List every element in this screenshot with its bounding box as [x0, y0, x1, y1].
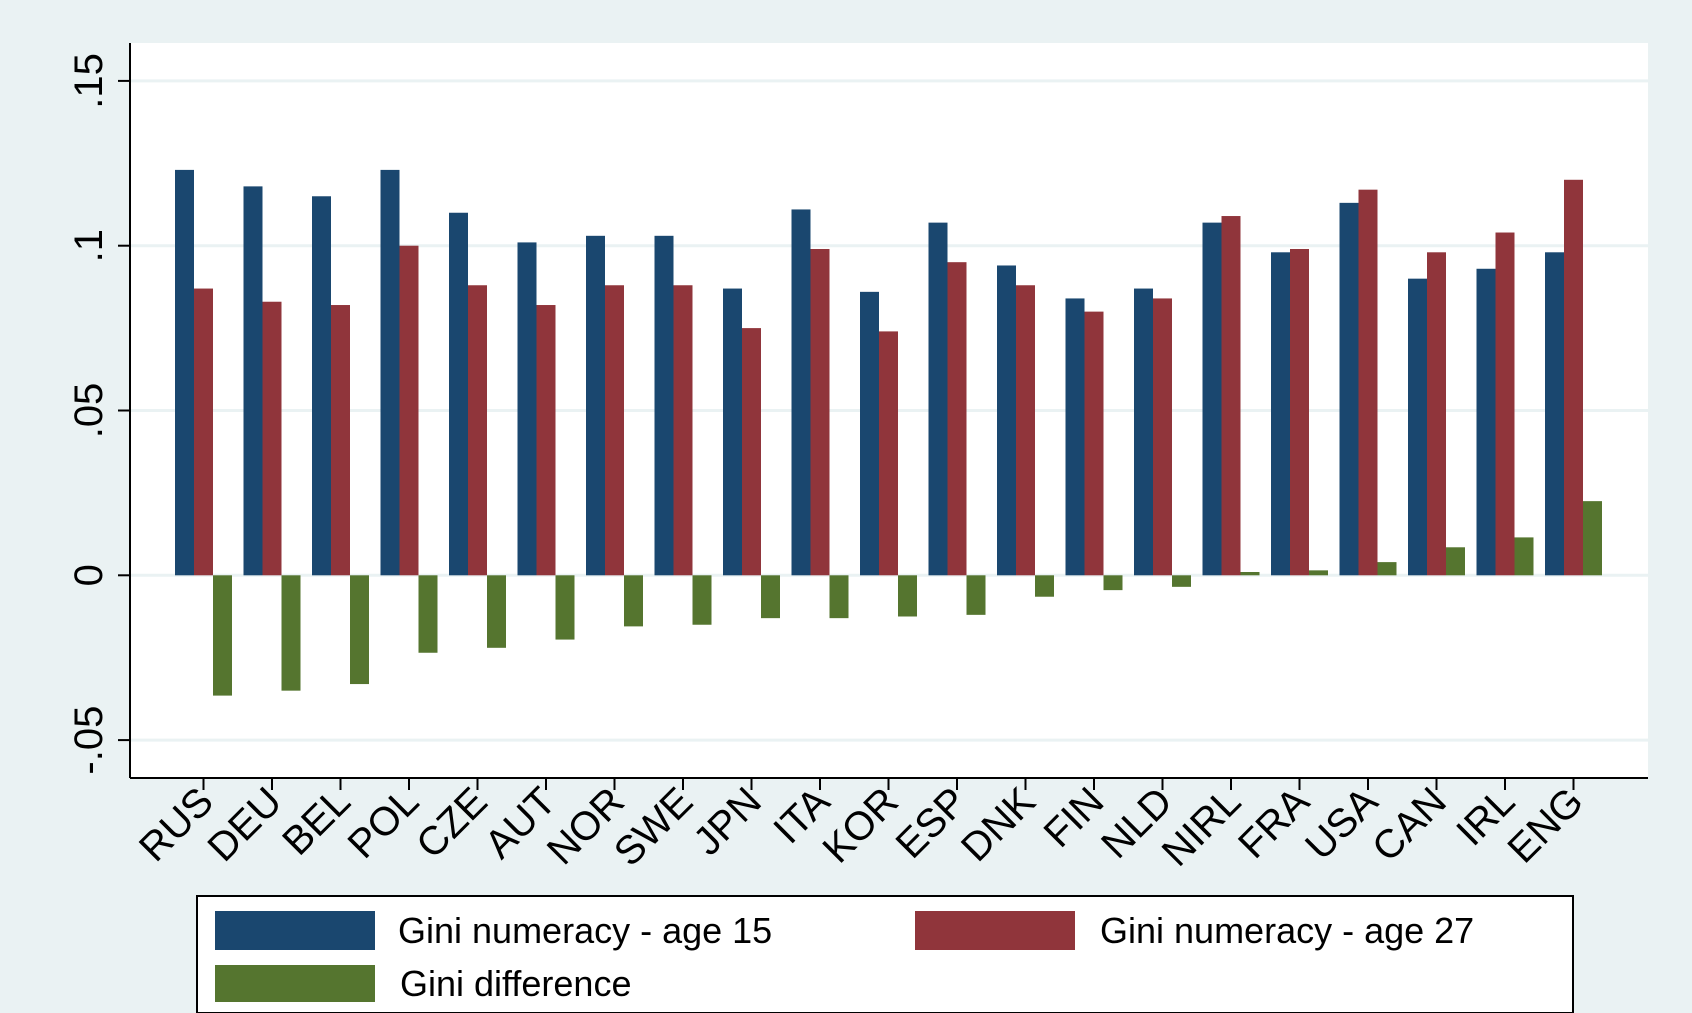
x-axis-labels: RUSDEUBELPOLCZEAUTNORSWEJPNITAKORESPDNKF… — [131, 778, 1592, 875]
bar-age15-irl — [1476, 268, 1496, 576]
bar-difference-can — [1446, 547, 1465, 576]
bar-difference-cze — [487, 575, 506, 648]
x-tick-label-kor: KOR — [814, 779, 906, 871]
bar-age27-nor — [605, 285, 624, 576]
bar-age15-kor — [860, 291, 879, 576]
x-tick-label-jpn: JPN — [685, 779, 770, 864]
bar-age27-rus — [194, 288, 213, 576]
bar-age27-jpn — [742, 328, 761, 576]
bar-age27-ita — [810, 248, 830, 576]
x-tick-label-deu: DEU — [200, 779, 291, 870]
bar-age27-irl — [1495, 232, 1515, 576]
bar-difference-nld — [1172, 575, 1191, 587]
bar-difference-aut — [555, 575, 575, 640]
bar-age15-swe — [654, 235, 674, 576]
bar-age27-swe — [673, 285, 693, 576]
bar-age27-cze — [468, 285, 487, 576]
bar-age15-bel — [312, 196, 331, 576]
bar-difference-ita — [829, 575, 849, 619]
bar-difference-bel — [350, 575, 369, 685]
bar-difference-swe — [692, 575, 712, 625]
bar-difference-deu — [281, 575, 301, 691]
legend-swatch-age15 — [215, 911, 375, 950]
x-tick-label-nor: NOR — [539, 779, 633, 873]
bar-difference-fra — [1309, 570, 1328, 576]
bar-age15-cze — [449, 212, 468, 576]
legend-label-age27: Gini numeracy - age 27 — [1100, 910, 1474, 951]
legend-label-difference: Gini difference — [400, 963, 631, 1004]
bar-age15-dnk — [997, 265, 1016, 576]
bar-age15-nirl — [1202, 222, 1222, 576]
bar-age27-nirl — [1221, 216, 1241, 576]
bar-difference-dnk — [1035, 575, 1054, 597]
bar-age27-aut — [536, 305, 556, 576]
legend-swatch-difference — [215, 965, 375, 1002]
bar-age15-can — [1408, 278, 1427, 576]
legend: Gini numeracy - age 15 Gini numeracy - a… — [196, 895, 1574, 1013]
y-tick-label: -.05 — [67, 706, 111, 775]
y-tick-label: .15 — [67, 53, 111, 109]
bar-difference-jpn — [761, 575, 780, 619]
bar-difference-kor — [898, 575, 917, 617]
legend-box — [196, 895, 1574, 1013]
x-tick-label-eng: ENG — [1499, 779, 1591, 871]
y-axis-ticks: -.05 0 .05 .1 .15 — [67, 53, 130, 775]
bar-age15-usa — [1339, 202, 1359, 576]
bar-age27-kor — [879, 331, 898, 576]
bar-age15-deu — [243, 186, 263, 576]
bar-age27-esp — [947, 262, 967, 576]
bar-age15-fin — [1065, 298, 1085, 576]
bar-difference-pol — [418, 575, 438, 653]
y-tick-label: .05 — [67, 383, 111, 439]
bar-difference-nirl — [1240, 572, 1260, 576]
x-tick-label-usa: USA — [1297, 779, 1386, 868]
bar-age27-can — [1427, 252, 1446, 576]
bar-age15-nor — [586, 235, 605, 576]
x-tick-label-fra: FRA — [1230, 779, 1318, 867]
bar-age15-rus — [175, 169, 194, 576]
bar-age15-aut — [517, 242, 537, 576]
bar-age27-deu — [262, 301, 282, 576]
bar-difference-esp — [966, 575, 986, 615]
y-tick-label: .1 — [67, 229, 111, 262]
x-tick-label-bel: BEL — [274, 779, 359, 864]
x-tick-label-cze: CZE — [408, 779, 496, 867]
bar-age15-pol — [380, 169, 400, 576]
x-tick-label-pol: POL — [340, 779, 428, 867]
bar-age15-jpn — [723, 288, 742, 576]
bar-age15-ita — [791, 209, 811, 576]
bar-difference-irl — [1514, 537, 1534, 576]
bar-age15-fra — [1271, 252, 1290, 576]
x-tick-label-esp: ESP — [888, 779, 976, 867]
bars — [175, 169, 1602, 696]
bar-age27-eng — [1564, 179, 1583, 576]
bar-difference-nor — [624, 575, 643, 627]
legend-label-age15: Gini numeracy - age 15 — [398, 910, 772, 951]
bar-age15-nld — [1134, 288, 1153, 576]
bar-age27-fin — [1084, 311, 1104, 576]
bar-age27-pol — [399, 245, 419, 576]
bar-age27-fra — [1290, 248, 1309, 576]
x-tick-label-swe: SWE — [606, 779, 702, 875]
bar-age15-eng — [1545, 252, 1564, 576]
bar-difference-eng — [1583, 501, 1602, 576]
y-tick-label: 0 — [67, 564, 111, 586]
x-tick-label-rus: RUS — [131, 779, 222, 870]
bar-age15-esp — [928, 222, 948, 576]
legend-swatch-age27 — [915, 911, 1075, 950]
bar-difference-usa — [1377, 562, 1397, 576]
bar-difference-rus — [213, 575, 232, 696]
x-tick-label-nirl: NIRL — [1154, 779, 1250, 875]
x-tick-label-can: CAN — [1364, 779, 1455, 870]
bar-age27-nld — [1153, 298, 1172, 576]
bar-age27-bel — [331, 305, 350, 576]
bar-age27-dnk — [1016, 285, 1035, 576]
bar-difference-fin — [1103, 575, 1123, 591]
bar-age27-usa — [1358, 189, 1378, 576]
x-tick-label-dnk: DNK — [953, 779, 1044, 870]
